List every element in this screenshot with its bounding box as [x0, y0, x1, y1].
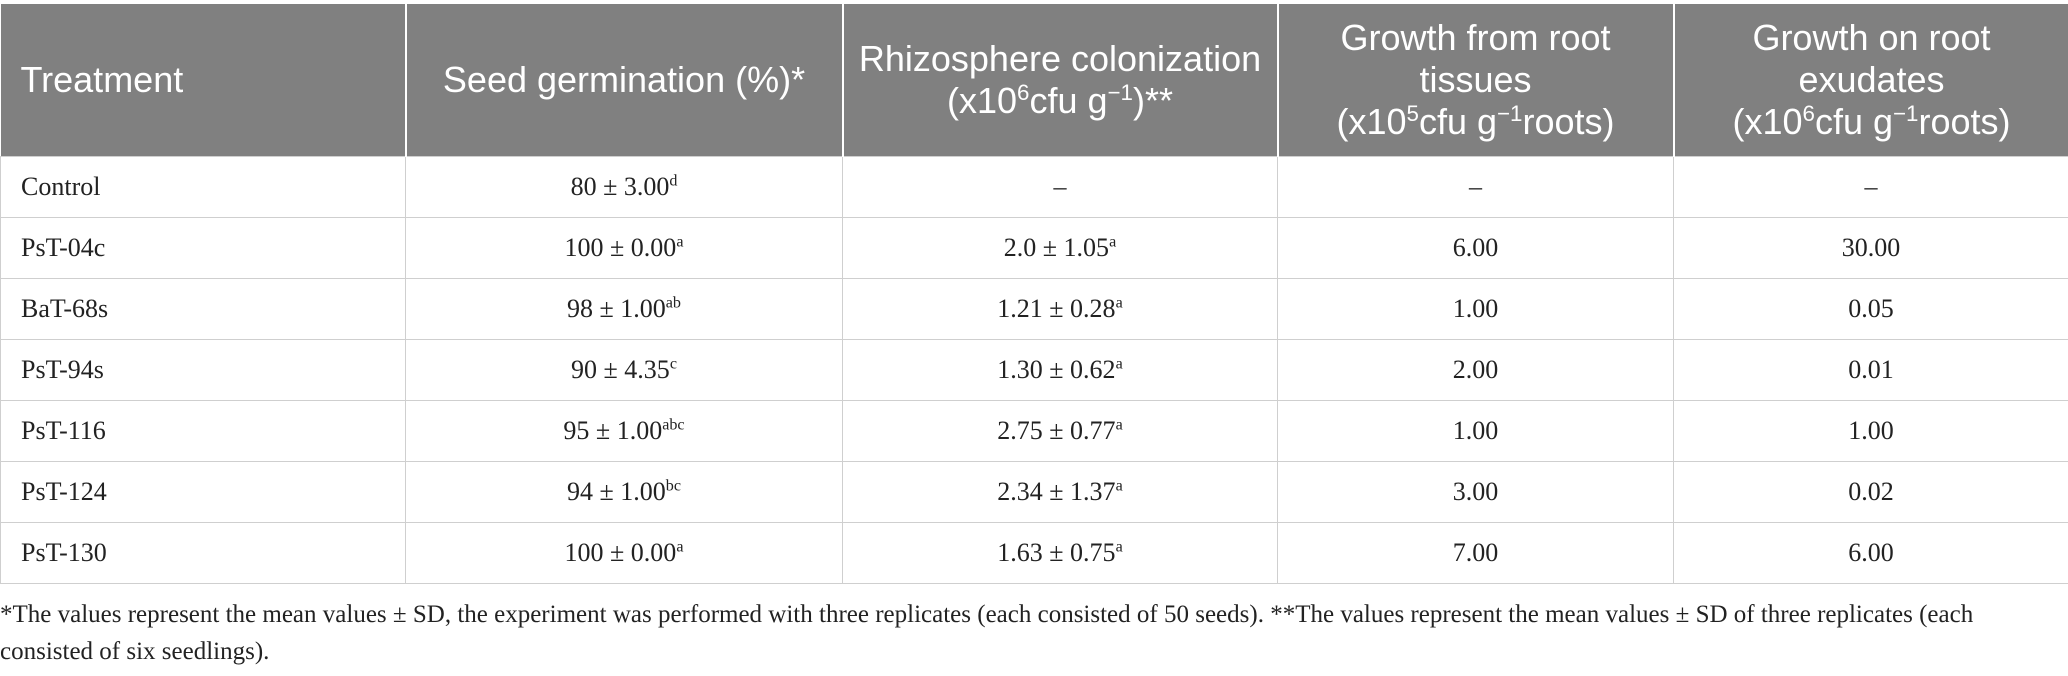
header-growth-root-exudates: Growth on root exudates (x106cfu g−1roots…	[1673, 4, 2068, 156]
header-treatment: Treatment	[0, 4, 407, 156]
table-row: PsT-116 95 ± 1.00abc 2.75 ± 0.77a 1.00 1…	[0, 399, 2068, 462]
cell-rhizosphere-colonization: 1.63 ± 0.75a	[842, 521, 1278, 584]
cell-growth-root-exudates: 30.00	[1673, 216, 2068, 279]
cell-treatment: PsT-04c	[0, 216, 406, 279]
table-row: BaT-68s 98 ± 1.00ab 1.21 ± 0.28a 1.00 0.…	[0, 277, 2068, 340]
cell-rhizosphere-colonization: 1.21 ± 0.28a	[842, 277, 1278, 340]
cell-treatment: BaT-68s	[0, 277, 406, 340]
cell-seed-germination: 80 ± 3.00d	[405, 155, 843, 218]
cell-growth-root-exudates: 6.00	[1673, 521, 2068, 584]
cell-growth-root-tissues: 1.00	[1277, 399, 1674, 462]
cell-treatment: PsT-130	[0, 521, 406, 584]
table-row: PsT-124 94 ± 1.00bc 2.34 ± 1.37a 3.00 0.…	[0, 460, 2068, 523]
cell-treatment: PsT-116	[0, 399, 406, 462]
cell-seed-germination: 98 ± 1.00ab	[405, 277, 843, 340]
cell-seed-germination: 95 ± 1.00abc	[405, 399, 843, 462]
results-table: Treatment Seed germination (%)* Rhizosph…	[0, 4, 2068, 584]
cell-growth-root-tissues: 6.00	[1277, 216, 1674, 279]
cell-treatment: Control	[0, 155, 406, 218]
cell-growth-root-exudates: 0.05	[1673, 277, 2068, 340]
table-row: Control 80 ± 3.00d – – –	[0, 155, 2068, 218]
cell-rhizosphere-colonization: 2.34 ± 1.37a	[842, 460, 1278, 523]
cell-treatment: PsT-94s	[0, 338, 406, 401]
cell-rhizosphere-colonization: 1.30 ± 0.62a	[842, 338, 1278, 401]
cell-seed-germination: 100 ± 0.00a	[405, 521, 843, 584]
cell-growth-root-exudates: 0.01	[1673, 338, 2068, 401]
header-growth-root-tissues: Growth from root tissues (x105cfu g−1root…	[1277, 4, 1675, 156]
cell-growth-root-exudates: 1.00	[1673, 399, 2068, 462]
cell-growth-root-exudates: –	[1673, 155, 2068, 218]
cell-seed-germination: 90 ± 4.35c	[405, 338, 843, 401]
cell-seed-germination: 100 ± 0.00a	[405, 216, 843, 279]
cell-seed-germination: 94 ± 1.00bc	[405, 460, 843, 523]
table-row: PsT-04c 100 ± 0.00a 2.0 ± 1.05a 6.00 30.…	[0, 216, 2068, 279]
table-header-row: Treatment Seed germination (%)* Rhizosph…	[0, 4, 2068, 156]
cell-growth-root-tissues: –	[1277, 155, 1674, 218]
cell-rhizosphere-colonization: 2.75 ± 0.77a	[842, 399, 1278, 462]
cell-growth-root-tissues: 1.00	[1277, 277, 1674, 340]
cell-rhizosphere-colonization: –	[842, 155, 1278, 218]
cell-growth-root-exudates: 0.02	[1673, 460, 2068, 523]
header-seed-germination: Seed germination (%)*	[405, 4, 844, 156]
results-table-container: Treatment Seed germination (%)* Rhizosph…	[0, 4, 2068, 670]
cell-growth-root-tissues: 2.00	[1277, 338, 1674, 401]
cell-rhizosphere-colonization: 2.0 ± 1.05a	[842, 216, 1278, 279]
cell-growth-root-tissues: 3.00	[1277, 460, 1674, 523]
header-rhizosphere-colonization: Rhizosphere colonization (x106cfu g−1)**	[842, 4, 1279, 156]
cell-treatment: PsT-124	[0, 460, 406, 523]
table-row: PsT-94s 90 ± 4.35c 1.30 ± 0.62a 2.00 0.0…	[0, 338, 2068, 401]
table-row: PsT-130 100 ± 0.00a 1.63 ± 0.75a 7.00 6.…	[0, 521, 2068, 584]
table-footnote: *The values represent the mean values ± …	[0, 600, 1974, 665]
cell-growth-root-tissues: 7.00	[1277, 521, 1674, 584]
